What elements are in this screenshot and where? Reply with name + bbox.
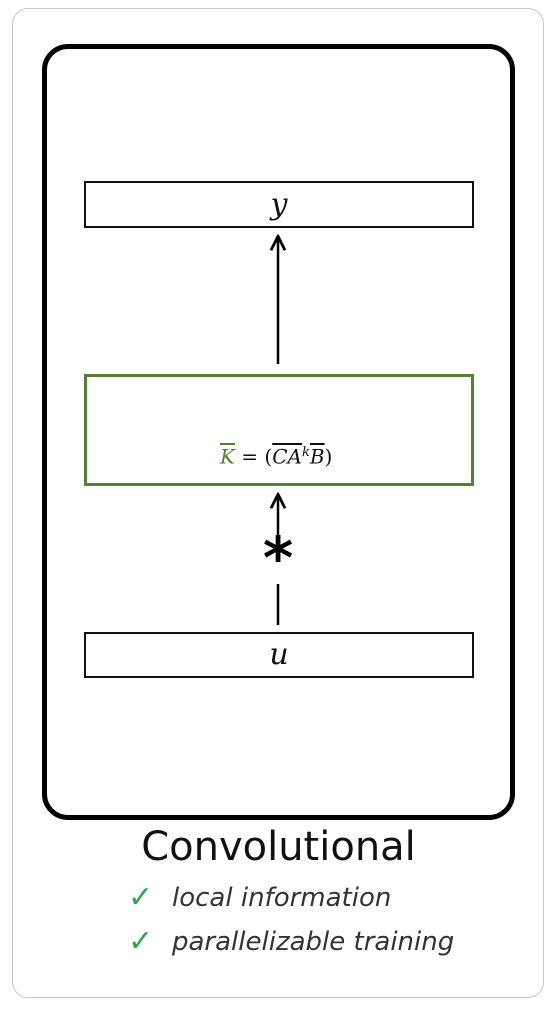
feature-text: local information xyxy=(172,882,392,913)
input-label: u xyxy=(269,637,289,672)
feature-local-information: ✓ local information xyxy=(128,880,391,915)
input-box: u xyxy=(84,632,474,678)
convolution-operator: * xyxy=(262,524,294,592)
kernel-symbol: K xyxy=(220,444,235,469)
output-box: y xyxy=(84,181,474,228)
formula-a: A xyxy=(287,444,302,469)
feature-parallelizable-training: ✓ parallelizable training xyxy=(128,924,454,959)
feature-text: parallelizable training xyxy=(172,926,455,957)
model-frame xyxy=(42,44,515,820)
kernel-box xyxy=(84,374,474,486)
check-icon: ✓ xyxy=(128,880,154,915)
kernel-formula: K = (CAkB) xyxy=(220,446,332,467)
formula-equals: = ( xyxy=(234,444,273,469)
check-icon: ✓ xyxy=(128,924,154,959)
diagram-title: Convolutional xyxy=(141,824,416,870)
formula-b: B xyxy=(309,444,325,469)
formula-power: k xyxy=(302,445,310,460)
output-label: y xyxy=(270,186,288,222)
formula-c: C xyxy=(272,444,288,469)
formula-close: ) xyxy=(324,444,333,469)
